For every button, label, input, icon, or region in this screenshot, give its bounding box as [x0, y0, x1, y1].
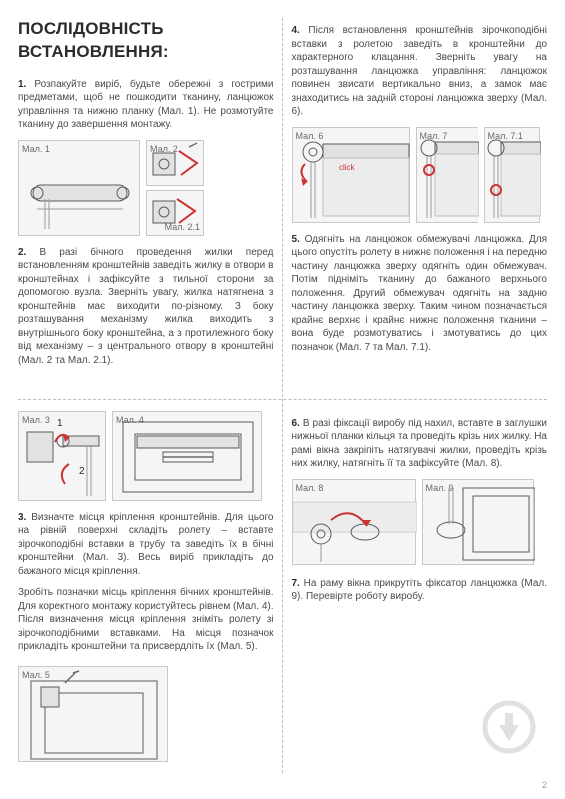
figure-6: Мал. 6 click — [292, 127, 410, 223]
step-1-num: 1. — [18, 79, 26, 90]
watermark-icon — [481, 699, 537, 755]
figure-7: Мал. 7 — [416, 127, 478, 223]
figure-row-1: Мал. 1 Мал. 2 — [18, 140, 274, 236]
step-3-num: 3. — [18, 512, 26, 523]
step-7-text: На раму вікна прикрутіть фіксатор ланцюж… — [292, 578, 548, 603]
step-6: 6. В разі фіксації виробу під нахил, вст… — [292, 417, 548, 471]
step-5-num: 5. — [292, 234, 300, 245]
step-6-num: 6. — [292, 418, 300, 429]
figure-3: Мал. 3 1 2 — [18, 411, 106, 501]
figure-9: Мал. 9 — [422, 479, 534, 565]
step-2-text: В разі бічного проведення жилки перед вс… — [18, 247, 274, 366]
divider-vertical — [282, 18, 283, 773]
step-4-text: Після встановлення кронштейнів зірочкопо… — [292, 25, 548, 117]
figure-6-click: click — [339, 163, 356, 172]
figure-row-4: Мал. 6 click Мал. 7 — [292, 127, 548, 223]
svg-text:2: 2 — [79, 466, 85, 477]
figure-8-label: Мал. 8 — [296, 482, 324, 494]
figure-6-label: Мал. 6 — [296, 130, 324, 142]
step-5-text: Одягніть на ланцюжок обмежувачі ланцюжка… — [292, 234, 548, 353]
step-1: 1. Розпакуйте виріб, будьте обережні з г… — [18, 78, 274, 132]
step-4-num: 4. — [292, 25, 300, 36]
figure-5: Мал. 5 — [18, 666, 168, 762]
figure-2-1: Мал. 2.1 — [146, 190, 204, 236]
figure-7-1-drawing — [485, 128, 541, 224]
step-3a: 3. Визначте місця кріплення кронштейнів.… — [18, 511, 274, 579]
figure-8: Мал. 8 — [292, 479, 416, 565]
step-2-num: 2. — [18, 247, 26, 258]
figure-2-label: Мал. 2 — [150, 143, 178, 155]
figure-7-label: Мал. 7 — [420, 130, 448, 142]
figure-7-1-label: Мал. 7.1 — [488, 130, 523, 142]
step-3b: Зробіть позначки місць кріплення бічних … — [18, 586, 274, 654]
figure-1-label: Мал. 1 — [22, 143, 50, 155]
quadrant-top-right: 4. Після встановлення кронштейнів зірочк… — [292, 18, 548, 399]
figure-9-label: Мал. 9 — [426, 482, 454, 494]
divider-horizontal — [18, 399, 547, 400]
figure-4-label: Мал. 4 — [116, 414, 144, 426]
figure-1: Мал. 1 — [18, 140, 140, 236]
page-title: ПОСЛІДОВНІСТЬ ВСТАНОВЛЕННЯ: — [18, 18, 274, 64]
step-2: 2. В разі бічного проведення жилки перед… — [18, 246, 274, 368]
figure-4: Мал. 4 — [112, 411, 262, 501]
figure-2: Мал. 2 — [146, 140, 204, 186]
step-4: 4. Після встановлення кронштейнів зірочк… — [292, 24, 548, 119]
step-3-text-a: Визначте місця кріплення кронштейнів. Дл… — [18, 512, 274, 577]
figure-3-label: Мал. 3 — [22, 414, 50, 426]
figure-row-3: Мал. 3 1 2 Мал. 4 — [18, 411, 274, 501]
figure-6-drawing: click — [293, 128, 411, 224]
figure-7-1: Мал. 7.1 — [484, 127, 540, 223]
quadrant-bottom-left: Мал. 3 1 2 Мал. 4 — [18, 399, 274, 785]
svg-text:1: 1 — [57, 418, 63, 429]
figure-5-drawing — [19, 667, 169, 763]
figure-2-1-label: Мал. 2.1 — [165, 221, 200, 233]
step-7-num: 7. — [292, 578, 300, 589]
step-3-text-b: Зробіть позначки місць кріплення бічних … — [18, 587, 274, 652]
step-7: 7. На раму вікна прикрутіть фіксатор лан… — [292, 577, 548, 604]
step-5: 5. Одягніть на ланцюжок обмежувачі ланцю… — [292, 233, 548, 355]
figure-7-drawing — [417, 128, 479, 224]
step-6-text: В разі фіксації виробу під нахил, вставт… — [292, 418, 548, 470]
figure-row-6: Мал. 8 Мал. 9 — [292, 479, 548, 565]
figure-5-label: Мал. 5 — [22, 669, 50, 681]
quadrant-top-left: ПОСЛІДОВНІСТЬ ВСТАНОВЛЕННЯ: 1. Розпакуйт… — [18, 18, 274, 399]
figure-1-drawing — [19, 141, 141, 237]
page-number: 2 — [542, 779, 547, 791]
step-1-text: Розпакуйте виріб, будьте обережні з гост… — [18, 79, 274, 131]
